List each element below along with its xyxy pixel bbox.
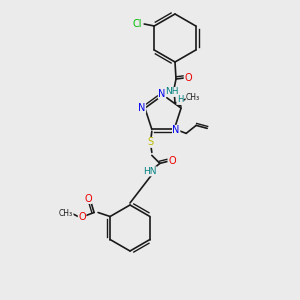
Text: N: N bbox=[158, 89, 166, 99]
Text: CH₃: CH₃ bbox=[59, 209, 73, 218]
Text: N: N bbox=[138, 103, 146, 113]
Text: NH: NH bbox=[165, 88, 179, 97]
Text: Cl: Cl bbox=[133, 19, 142, 29]
Text: CH₃: CH₃ bbox=[186, 94, 200, 103]
Text: S: S bbox=[148, 137, 154, 147]
Text: HN: HN bbox=[143, 167, 157, 176]
Text: O: O bbox=[168, 156, 176, 167]
Text: H: H bbox=[177, 95, 183, 104]
Text: O: O bbox=[184, 73, 192, 83]
Text: O: O bbox=[84, 194, 92, 203]
Text: O: O bbox=[78, 212, 86, 221]
Text: N: N bbox=[172, 125, 180, 135]
